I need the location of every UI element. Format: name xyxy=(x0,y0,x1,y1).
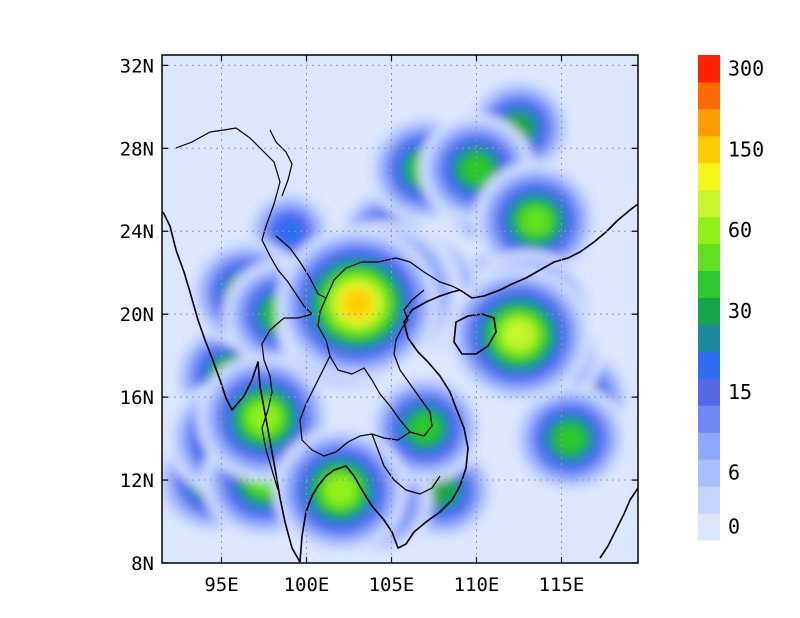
colorbar-swatch xyxy=(698,297,720,325)
colorbar-swatch xyxy=(698,189,720,218)
plot-frame xyxy=(161,54,639,564)
precip-cell xyxy=(325,475,356,505)
colorbar-swatch xyxy=(698,243,720,272)
lon-tick-label: 100E xyxy=(284,574,330,596)
precip-cell xyxy=(554,424,586,454)
colorbar-swatch xyxy=(698,216,720,245)
border-china-interior xyxy=(269,129,293,197)
lon-tick-label: 105E xyxy=(369,574,415,596)
colorbar-swatch xyxy=(698,108,720,137)
colorbar-label: 0 xyxy=(728,515,740,539)
lon-tick-label: 95E xyxy=(204,574,238,596)
colorbar-swatch xyxy=(698,378,720,406)
coastline-thai-gulf xyxy=(299,289,469,563)
colorbar-swatch xyxy=(698,55,720,83)
colorbar-label: 30 xyxy=(728,299,752,323)
lon-tick-label: 110E xyxy=(454,574,500,596)
border-myanmar-thailand xyxy=(261,313,313,491)
colorbar-swatch xyxy=(698,162,720,191)
precip-cell xyxy=(342,289,373,319)
colorbar: 0 6 15 30 60 150 300 xyxy=(698,55,764,541)
border-cambodia-vietnam xyxy=(371,433,441,495)
lat-tick-label: 28N xyxy=(120,138,154,160)
coastline-myanmar xyxy=(162,211,301,563)
lat-tick-label: 20N xyxy=(120,304,154,326)
precip-cell xyxy=(410,413,441,443)
colorbar-label: 6 xyxy=(728,461,740,485)
colorbar-swatch xyxy=(698,459,720,487)
border-india-myanmar xyxy=(175,127,313,315)
border-thailand-cambodia xyxy=(299,355,411,457)
colorbar-label: 60 xyxy=(728,218,752,242)
coastlines xyxy=(162,203,638,563)
lat-tick-label: 8N xyxy=(131,553,154,575)
axis-labels: 95E 100E 105E 110E 115E 8N 12N 16N 20N 24N 28N 32N xyxy=(120,55,585,596)
colorbar-label: 150 xyxy=(728,137,764,161)
gridlines xyxy=(162,55,638,563)
coastline-philippines xyxy=(599,487,638,559)
colorbar-swatch xyxy=(698,432,720,460)
colorbar-swatch xyxy=(698,270,720,298)
precip-cell xyxy=(248,403,280,433)
lat-tick-label: 16N xyxy=(120,387,154,409)
border-china-myanmar xyxy=(275,235,461,299)
lat-tick-label: 12N xyxy=(120,470,154,492)
colorbar-swatch xyxy=(698,513,720,541)
colorbar-swatch xyxy=(698,405,720,433)
coastline-hainan xyxy=(453,313,497,355)
axis-ticks xyxy=(162,55,638,564)
country-borders xyxy=(175,127,461,495)
colorbar-label: 300 xyxy=(728,56,764,80)
colorbar-swatch xyxy=(698,486,720,514)
colorbar-swatch xyxy=(698,81,720,110)
colorbar-swatch xyxy=(698,135,720,164)
lat-tick-label: 24N xyxy=(120,221,154,243)
lon-tick-label: 115E xyxy=(539,574,585,596)
plot-area xyxy=(162,55,638,563)
precip-cell xyxy=(503,320,535,350)
precip-cell xyxy=(520,206,552,236)
colorbar-label: 15 xyxy=(728,380,752,404)
colorbar-swatch xyxy=(698,351,720,379)
coastline-south-china xyxy=(459,203,638,299)
border-laos xyxy=(317,289,433,437)
colorbar-swatch xyxy=(698,324,720,352)
lat-tick-label: 32N xyxy=(120,55,154,77)
